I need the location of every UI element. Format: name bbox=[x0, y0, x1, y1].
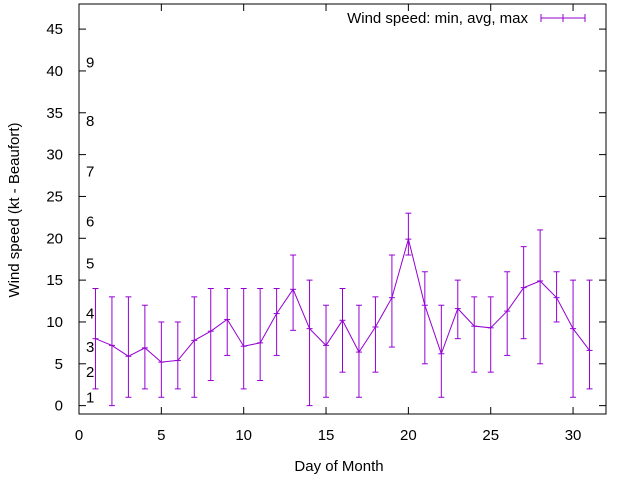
error-bar bbox=[438, 304, 445, 398]
error-bar bbox=[570, 279, 577, 398]
plot-frame bbox=[78, 3, 607, 415]
x-tick-label: 15 bbox=[318, 427, 335, 444]
y-tick-label: 20 bbox=[46, 230, 63, 247]
error-bar bbox=[537, 229, 544, 365]
x-tick-label: 0 bbox=[75, 427, 83, 444]
x-tick-label: 20 bbox=[400, 427, 417, 444]
beaufort-label: 4 bbox=[86, 306, 94, 323]
avg-wind-line bbox=[95, 237, 590, 363]
beaufort-label: 9 bbox=[86, 55, 94, 72]
error-bar bbox=[191, 296, 198, 398]
x-tick-label: 10 bbox=[235, 427, 252, 444]
error-bar bbox=[207, 287, 214, 382]
x-tick-labels: 0 5 10 15 20 25 30 bbox=[75, 427, 582, 444]
legend-label: Wind speed: min, avg, max bbox=[347, 10, 528, 27]
error-bar bbox=[586, 279, 593, 390]
error-bar bbox=[158, 321, 165, 398]
error-bar bbox=[504, 271, 511, 356]
beaufort-label: 3 bbox=[86, 339, 94, 356]
y-tick-labels: 0 5 10 15 20 25 30 35 40 45 bbox=[46, 21, 63, 415]
axis-ticks bbox=[78, 4, 606, 414]
error-bar bbox=[372, 296, 379, 373]
y-tick-label: 5 bbox=[55, 356, 63, 373]
beaufort-label: 8 bbox=[86, 113, 94, 130]
beaufort-label: 7 bbox=[86, 163, 94, 180]
beaufort-label: 2 bbox=[86, 364, 94, 381]
error-bar bbox=[421, 271, 428, 365]
error-bar bbox=[92, 287, 99, 390]
y-tick-label: 35 bbox=[46, 105, 63, 122]
beaufort-labels: 1 2 3 4 5 6 7 8 9 bbox=[86, 55, 94, 407]
error-bar bbox=[240, 287, 247, 390]
error-bar bbox=[141, 304, 148, 390]
x-tick-label: 30 bbox=[565, 427, 582, 444]
y-tick-label: 25 bbox=[46, 188, 63, 205]
error-bar bbox=[306, 279, 313, 407]
x-axis-label: Day of Month bbox=[294, 458, 383, 475]
error-bar bbox=[487, 296, 494, 373]
beaufort-label: 6 bbox=[86, 214, 94, 231]
error-bar bbox=[273, 287, 280, 356]
beaufort-label: 5 bbox=[86, 255, 94, 272]
error-bar bbox=[520, 246, 527, 340]
legend: Wind speed: min, avg, max bbox=[347, 10, 586, 27]
error-bars bbox=[92, 212, 593, 407]
x-tick-label: 5 bbox=[157, 427, 165, 444]
error-bar bbox=[471, 296, 478, 373]
error-bar bbox=[257, 287, 264, 382]
error-bar bbox=[125, 296, 132, 398]
error-bar bbox=[174, 321, 181, 390]
error-bar bbox=[339, 287, 346, 373]
beaufort-label: 1 bbox=[86, 389, 94, 406]
y-tick-label: 10 bbox=[46, 314, 63, 331]
y-tick-label: 45 bbox=[46, 21, 63, 38]
y-tick-label: 0 bbox=[55, 398, 63, 415]
error-bar bbox=[224, 287, 231, 356]
error-bar bbox=[108, 296, 115, 407]
y-tick-label: 30 bbox=[46, 147, 63, 164]
y-tick-label: 40 bbox=[46, 63, 63, 80]
error-bar bbox=[405, 212, 412, 256]
error-bar bbox=[553, 271, 560, 323]
y-tick-label: 15 bbox=[46, 272, 63, 289]
error-bar bbox=[323, 304, 330, 398]
x-tick-label: 25 bbox=[482, 427, 499, 444]
y-axis-label: Wind speed (kt - Beaufort) bbox=[6, 122, 23, 297]
